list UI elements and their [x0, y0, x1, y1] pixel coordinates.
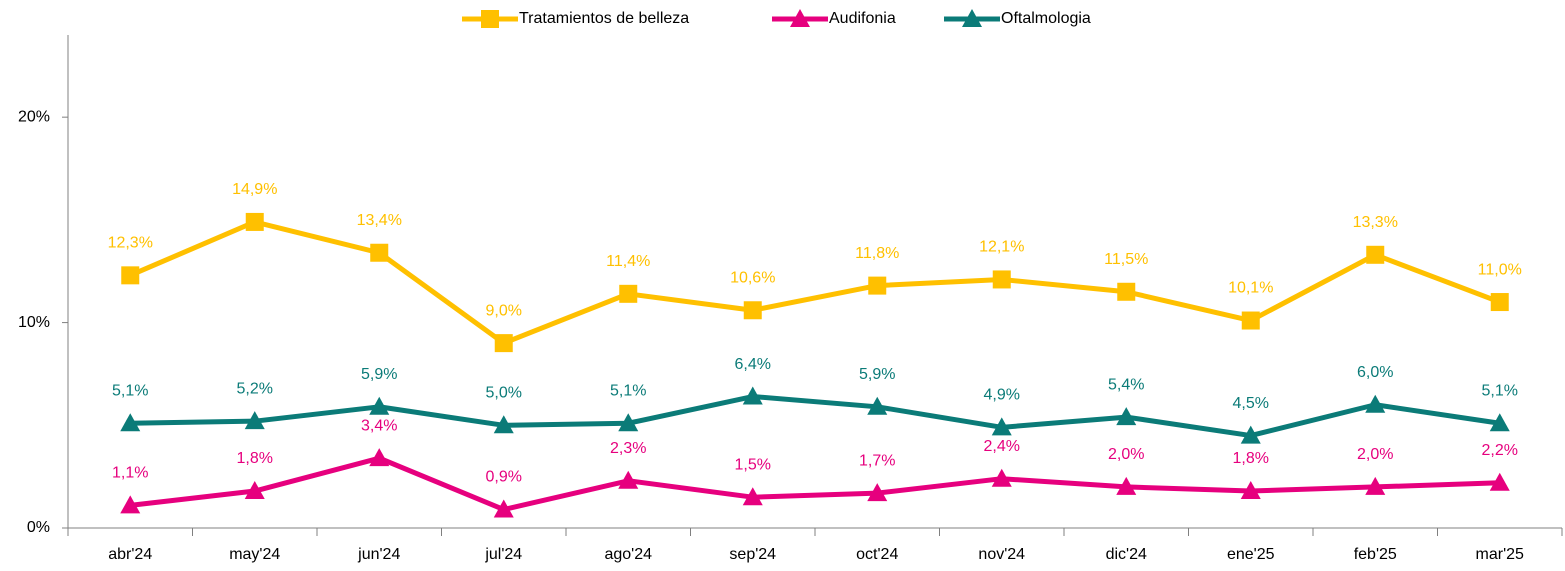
- legend-marker: [481, 10, 499, 28]
- data-label: 3,4%: [361, 417, 397, 434]
- x-tick-label: sep'24: [729, 546, 776, 563]
- marker: [742, 487, 763, 506]
- x-tick-label: jul'24: [484, 546, 522, 563]
- data-label: 5,4%: [1108, 376, 1144, 393]
- legend-label: Tratamientos de belleza: [519, 10, 689, 27]
- data-label: 5,2%: [237, 380, 273, 397]
- x-tick-label: feb'25: [1354, 546, 1397, 563]
- marker: [1366, 245, 1385, 264]
- data-label: 5,9%: [361, 366, 397, 383]
- data-label: 11,5%: [1104, 251, 1148, 268]
- data-label: 12,3%: [108, 235, 153, 252]
- marker: [868, 276, 887, 295]
- data-label: 1,7%: [859, 452, 895, 469]
- marker: [244, 481, 265, 500]
- marker: [618, 470, 639, 489]
- marker: [245, 212, 264, 231]
- marker: [493, 499, 514, 518]
- marker: [244, 411, 265, 430]
- marker: [493, 415, 514, 434]
- data-label: 2,2%: [1482, 442, 1518, 459]
- data-label: 6,0%: [1357, 364, 1393, 381]
- data-label: 10,1%: [1228, 280, 1273, 297]
- x-tick-label: oct'24: [856, 546, 898, 563]
- marker: [991, 417, 1012, 436]
- marker: [619, 284, 638, 303]
- marker: [743, 301, 762, 320]
- marker: [1365, 476, 1386, 495]
- marker: [369, 448, 390, 467]
- data-label: 5,1%: [1482, 382, 1518, 399]
- x-tick-label: may'24: [229, 546, 280, 563]
- x-tick-label: jun'24: [357, 546, 400, 563]
- legend-label: Audifonia: [829, 10, 896, 27]
- data-label: 4,9%: [984, 387, 1020, 404]
- data-label: 5,0%: [486, 385, 522, 402]
- y-tick-label: 20%: [18, 108, 50, 125]
- marker: [867, 396, 888, 415]
- x-tick-label: nov'24: [978, 546, 1025, 563]
- data-label: 2,0%: [1108, 446, 1144, 463]
- data-label: 6,4%: [735, 356, 771, 373]
- marker: [992, 270, 1011, 289]
- data-label: 5,1%: [610, 382, 646, 399]
- data-label: 13,3%: [1353, 214, 1398, 231]
- marker: [1490, 293, 1509, 312]
- data-label: 5,1%: [112, 382, 148, 399]
- data-label: 1,8%: [237, 450, 273, 467]
- marker: [120, 413, 141, 432]
- data-label: 1,5%: [735, 456, 771, 473]
- marker: [1116, 407, 1137, 426]
- marker: [742, 386, 763, 405]
- marker: [1240, 425, 1261, 444]
- legend-label: Oftalmologia: [1001, 10, 1091, 27]
- series-line: [129, 219, 1501, 346]
- data-label: 9,0%: [486, 302, 522, 319]
- x-tick-label: mar'25: [1476, 546, 1525, 563]
- x-tick-label: ago'24: [604, 546, 652, 563]
- legend-marker: [962, 9, 982, 27]
- series-line: [130, 394, 1501, 439]
- data-label: 13,4%: [357, 212, 402, 229]
- marker: [1116, 476, 1137, 495]
- data-label: 1,8%: [1233, 450, 1269, 467]
- marker: [1489, 413, 1510, 432]
- y-tick-label: 0%: [27, 519, 50, 536]
- data-label: 0,9%: [486, 469, 522, 486]
- data-label: 11,4%: [606, 253, 650, 270]
- marker: [120, 495, 141, 514]
- data-label: 4,5%: [1233, 395, 1269, 412]
- data-label: 11,0%: [1478, 261, 1522, 278]
- data-label: 14,9%: [232, 181, 277, 198]
- y-tick-label: 10%: [18, 314, 50, 331]
- data-label: 2,3%: [610, 440, 646, 457]
- data-label: 11,8%: [855, 245, 899, 262]
- data-label: 5,9%: [859, 366, 895, 383]
- marker: [121, 266, 140, 285]
- x-tick-label: abr'24: [108, 546, 152, 563]
- data-label: 2,4%: [984, 438, 1020, 455]
- legend-marker: [790, 9, 810, 27]
- x-tick-label: ene'25: [1227, 546, 1275, 563]
- marker: [1489, 472, 1510, 491]
- marker: [1365, 394, 1386, 413]
- x-tick-label: dic'24: [1106, 546, 1147, 563]
- data-label: 12,1%: [979, 239, 1024, 256]
- marker: [1241, 311, 1260, 330]
- marker: [618, 413, 639, 432]
- data-label: 10,6%: [730, 269, 775, 286]
- marker: [991, 468, 1012, 487]
- data-label: 1,1%: [112, 465, 148, 482]
- marker: [370, 243, 389, 262]
- marker: [867, 483, 888, 502]
- marker: [494, 334, 513, 353]
- marker: [1117, 282, 1136, 301]
- marker: [369, 396, 390, 415]
- data-label: 2,0%: [1357, 446, 1393, 463]
- series-line: [129, 455, 1500, 513]
- marker: [1240, 481, 1261, 500]
